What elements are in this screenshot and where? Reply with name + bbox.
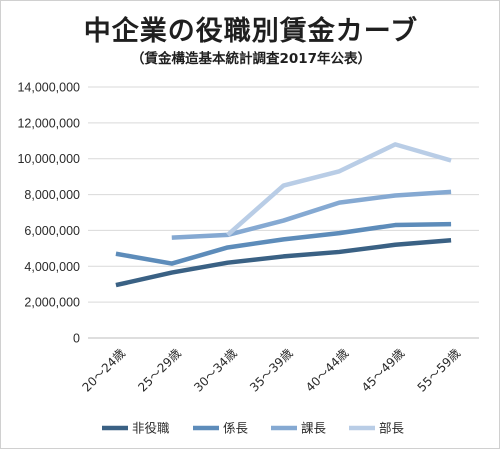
- legend-item-3: 課長: [271, 421, 327, 436]
- legend-item-4: 部長: [349, 421, 405, 436]
- y-tick-label: 14,000,000: [17, 81, 80, 95]
- y-tick-label: 6,000,000: [24, 224, 80, 238]
- legend-label: 部長: [379, 421, 405, 436]
- y-tick-label: 4,000,000: [24, 260, 80, 274]
- x-tick-label: 35～39歳: [247, 346, 295, 394]
- legend-label: 課長: [301, 421, 327, 436]
- x-tick-label: 25～29歳: [135, 346, 183, 394]
- legend-label: 非役職: [132, 421, 170, 436]
- series-line-4: [228, 144, 451, 235]
- y-tick-label: 12,000,000: [17, 116, 80, 130]
- x-tick-label: 30～34歳: [191, 346, 239, 394]
- y-tick-label: 10,000,000: [17, 152, 80, 166]
- x-tick-label: 40～44歳: [303, 346, 351, 394]
- x-tick-label: 55～59歳: [415, 346, 463, 394]
- x-tick-label: 45～49歳: [359, 346, 407, 394]
- legend-item-1: 非役職: [102, 421, 170, 436]
- x-tick-label: 20～24歳: [80, 346, 128, 394]
- y-tick-label: 2,000,000: [24, 296, 80, 310]
- y-tick-label: 0: [73, 332, 80, 346]
- legend-label: 係長: [223, 421, 249, 436]
- y-tick-label: 8,000,000: [24, 188, 80, 202]
- legend-item-2: 係長: [193, 421, 249, 436]
